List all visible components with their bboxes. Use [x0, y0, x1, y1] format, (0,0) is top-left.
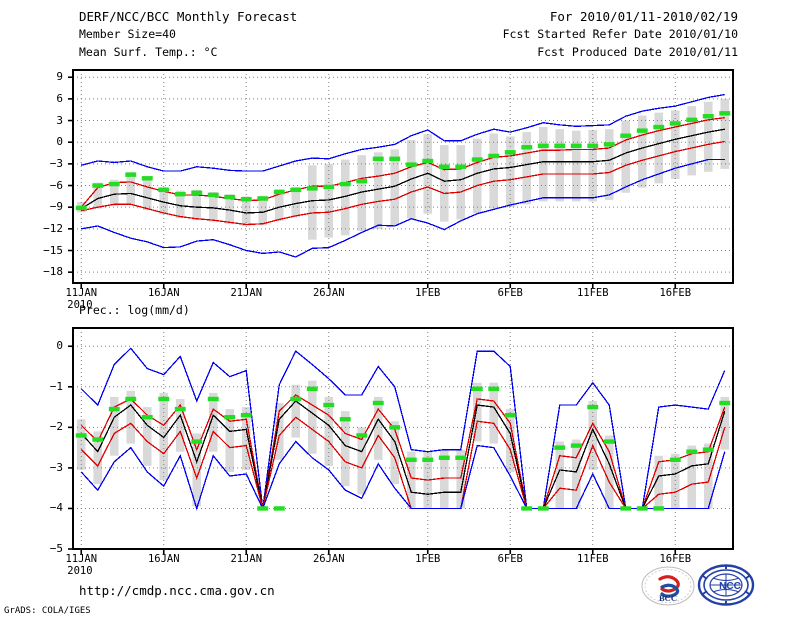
prec-xtick-label: 1FEB [415, 553, 441, 565]
bcc-logo: BCC [641, 566, 695, 606]
temp-xtick-label: 16FEB [659, 287, 692, 299]
prec-tick-marks [68, 345, 677, 554]
prec-xtick-label: 6FEB [497, 553, 523, 565]
ncc-logo: NCC [697, 564, 755, 606]
temp-xtick-label: 1FEB [415, 287, 441, 299]
temp-ytick-label: −6 [49, 178, 63, 192]
temp-xtick-label: 16JAN [147, 287, 180, 299]
temp-series-max [81, 93, 725, 172]
prec-xtick-label: 11JAN [65, 553, 98, 565]
temp-xtick-label: 21JAN [230, 287, 263, 299]
temp-ytick-label: 9 [56, 70, 63, 84]
temp-median-markers [75, 111, 731, 211]
temp-tick-marks [68, 76, 677, 288]
temp-ytick-label: −9 [49, 200, 63, 214]
temp-series-min [81, 158, 725, 258]
temp-ytick-label: 3 [56, 113, 63, 127]
temp-xtick-label: 11JAN [65, 287, 98, 299]
prec-ensemble-bars [76, 380, 730, 510]
prec-ytick-label: −1 [49, 379, 63, 393]
prec-ytick-label: −5 [49, 542, 63, 555]
temp-xtick-label: 6FEB [497, 287, 523, 299]
forecast-started-label: Fcst Started Refer Date 2010/01/10 [502, 27, 738, 41]
prec-gridlines [73, 328, 733, 549]
prec-xtick-label: 26JAN [312, 553, 345, 565]
svg-text:NCC: NCC [719, 581, 741, 592]
temp-series-lower [81, 140, 725, 226]
temperature-chart [68, 69, 734, 288]
prec-ytick-label: −3 [49, 460, 63, 474]
forecast-period-label: For 2010/01/11-2010/02/19 [549, 9, 738, 24]
temp-ytick-label: −12 [43, 221, 63, 235]
prec-series-upper [80, 394, 726, 510]
temp-xtick-label: 11FEB [576, 287, 609, 299]
temp-plot-frame [72, 69, 734, 284]
temp-axis-year-label: 2010 [67, 299, 93, 311]
temp-ytick-label: 0 [56, 135, 63, 149]
prec-series-min [80, 440, 726, 511]
temp-ytick-label: −15 [43, 243, 63, 257]
page-title: DERF/NCC/BCC Monthly Forecast [79, 9, 298, 24]
temp-ensemble-bars [76, 98, 730, 240]
prec-xtick-label: 16FEB [659, 553, 692, 565]
temp-series-upper [80, 117, 725, 208]
grads-credit: GrADS: COLA/IGES [4, 606, 91, 616]
temp-series-mean [80, 128, 725, 214]
temp-ytick-label: −3 [49, 156, 63, 170]
prec-series-mean [80, 400, 726, 510]
prec-plot-frame [72, 327, 734, 550]
prec-median-markers [75, 386, 731, 511]
prec-ytick-label: −2 [49, 420, 63, 434]
temp-xtick-label: 26JAN [312, 287, 345, 299]
temp-ytick-label: −18 [43, 265, 63, 279]
forecast-produced-label: Fcst Produced Date 2010/01/11 [537, 45, 738, 59]
temp-ytick-label: 6 [56, 91, 63, 105]
prec-axis-year-label: 2010 [67, 565, 93, 577]
svg-text:BCC: BCC [659, 593, 677, 603]
prec-xtick-label: 11FEB [576, 553, 609, 565]
prec-series-lower [80, 416, 726, 510]
website-url[interactable]: http://cmdp.ncc.cma.gov.cn [79, 583, 275, 598]
prec-xtick-label: 21JAN [230, 553, 263, 565]
member-size-label: Member Size=40 [79, 27, 176, 41]
prec-panel-title: Prec.: log(mm/d) [79, 303, 190, 317]
temp-panel-title: Mean Surf. Temp.: °C [79, 45, 218, 59]
prec-series-max [80, 347, 726, 510]
prec-xtick-label: 16JAN [147, 553, 180, 565]
prec-ytick-label: 0 [56, 339, 63, 353]
prec-ytick-label: −4 [49, 501, 63, 515]
